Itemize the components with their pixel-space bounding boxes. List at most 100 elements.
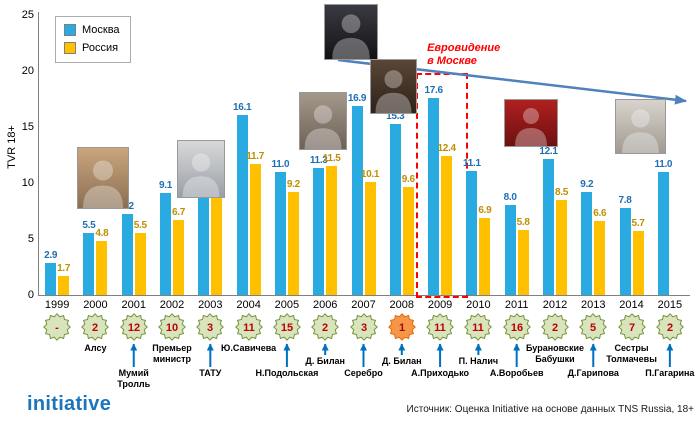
- bar-value-label: 16.1: [232, 101, 252, 113]
- artist-label-2006: Д. Билан: [305, 356, 345, 366]
- artist-label-2009: А.Приходько: [411, 368, 469, 378]
- artist-label-2013: Д.Гарипова: [567, 368, 619, 378]
- bar-moscow-1999: [45, 262, 57, 295]
- result-badge-2005: 15: [272, 313, 301, 341]
- artist-label-2000: Алсу: [84, 343, 107, 353]
- bar-value-label: 9.2: [580, 178, 594, 190]
- badge-place-number: 2: [322, 322, 328, 334]
- bar-value-label: 11.5: [322, 153, 341, 165]
- result-badge-2008: 1: [387, 313, 416, 341]
- y-tick-label: 5: [27, 233, 34, 245]
- result-badge-2015: 2: [655, 313, 684, 341]
- artist-label-2010: П. Налич: [458, 356, 499, 366]
- bar-russia-2000: [96, 241, 108, 295]
- bar-value-label: 12.4: [437, 143, 456, 155]
- result-badge-2000: 2: [81, 313, 110, 341]
- artist-label-2005: Н.Подольская: [255, 368, 319, 378]
- bar-russia-2004: [249, 163, 261, 295]
- artist-photo: [504, 99, 558, 147]
- bar-value-label: 6.9: [478, 204, 492, 216]
- artist-label-2014: Сестры Толмачевы: [606, 343, 657, 364]
- badge-place-number: 11: [243, 322, 255, 334]
- badge-star-shape: [272, 313, 301, 341]
- y-tick-label: 10: [21, 177, 34, 189]
- bar-moscow-2002: [160, 193, 172, 295]
- x-axis-year-2000: 2000: [83, 299, 108, 311]
- bar-value-label: 6.6: [593, 208, 607, 220]
- bar-russia-2013: [594, 221, 606, 295]
- bar-moscow-2007: [351, 105, 363, 295]
- x-axis-year-2010: 2010: [466, 299, 491, 311]
- bar-value-label: 9.2: [286, 178, 300, 190]
- result-badge-1999: -: [43, 313, 72, 341]
- eurovision-annotation: Евровидение в Москве: [427, 42, 501, 67]
- bar-value-label: 17.6: [424, 84, 443, 96]
- artist-label-2001: Мумий Тролль: [117, 368, 151, 389]
- person-silhouette-icon: [332, 14, 370, 59]
- x-axis-year-2007: 2007: [351, 299, 376, 311]
- bar-russia-2010: [479, 217, 491, 295]
- badge-star-shape: [349, 313, 378, 341]
- person-silhouette-icon: [83, 160, 123, 208]
- artist-label-2008: Д. Билан: [381, 356, 422, 366]
- bar-russia-2008: [402, 187, 414, 295]
- bar-moscow-2000: [83, 233, 95, 295]
- x-axis-year-2006: 2006: [312, 299, 338, 311]
- x-axis-year-2009: 2009: [427, 299, 453, 311]
- badge-star-shape: [81, 313, 110, 341]
- bar-value-label: 9.1: [159, 180, 173, 192]
- badge-place-number: 10: [166, 322, 178, 334]
- badge-star-shape: [579, 313, 608, 341]
- artist-label-2007: Серебро: [344, 368, 383, 378]
- result-badge-2004: 11: [234, 313, 263, 341]
- artist-photo: [77, 147, 129, 209]
- badge-place-number: -: [55, 322, 59, 334]
- bar-value-label: 16.9: [347, 92, 367, 104]
- badge-place-number: 3: [207, 322, 213, 334]
- bar-russia-2007: [364, 181, 376, 295]
- bar-value-label: 8.0: [503, 192, 517, 204]
- bar-value-label: 2.9: [44, 249, 58, 261]
- x-axis-year-2014: 2014: [619, 299, 644, 311]
- initiative-logo: initiative: [27, 393, 112, 415]
- bar-russia-2009: [441, 156, 453, 295]
- x-axis-year-1999: 1999: [44, 299, 70, 311]
- x-axis-year-2012: 2012: [542, 299, 568, 311]
- bar-moscow-2014: [619, 207, 631, 295]
- badge-star-shape: [387, 313, 416, 341]
- y-tick-label: 20: [21, 65, 34, 77]
- bar-value-label: 8.5: [554, 186, 568, 198]
- bar-russia-2001: [134, 233, 146, 295]
- bar-moscow-2006: [313, 168, 325, 295]
- source-note: Источник: Оценка Initiative на основе да…: [406, 404, 694, 415]
- y-tick-label: 25: [21, 9, 34, 21]
- badge-star-shape: [426, 313, 455, 341]
- badge-place-number: 15: [281, 322, 293, 334]
- bar-moscow-2008: [389, 123, 401, 295]
- chart-plot-area: [38, 12, 690, 296]
- badge-star-shape: [196, 313, 225, 341]
- badge-star-shape: [541, 313, 569, 341]
- x-axis-year-2005: 2005: [274, 299, 300, 311]
- bar-value-label: 4.8: [95, 228, 109, 240]
- artist-label-2002: Премьер министр: [152, 343, 192, 364]
- bar-russia-2012: [555, 199, 567, 295]
- badge-star-shape: [158, 313, 186, 341]
- bar-moscow-2015: [657, 171, 669, 295]
- bar-moscow-2004: [236, 114, 248, 295]
- bar-moscow-2001: [121, 214, 133, 295]
- bar-value-label: 11.0: [271, 158, 290, 170]
- bar-value-label: 5.5: [133, 220, 147, 232]
- result-badge-2010: 11: [464, 313, 493, 341]
- x-axis-year-2004: 2004: [236, 299, 261, 311]
- legend-label-moscow: Москва: [82, 24, 120, 36]
- artist-photo: [615, 99, 666, 154]
- artist-label-2012: Бурановские Бабушки: [525, 343, 584, 364]
- x-axis-year-2013: 2013: [581, 299, 606, 311]
- bar-value-label: 5.5: [82, 220, 96, 232]
- badge-star-shape: [617, 313, 646, 341]
- person-silhouette-icon: [515, 108, 547, 146]
- bar-value-label: 12.1: [539, 146, 558, 158]
- result-badge-2012: 2: [541, 313, 569, 341]
- result-badge-2002: 10: [158, 313, 186, 341]
